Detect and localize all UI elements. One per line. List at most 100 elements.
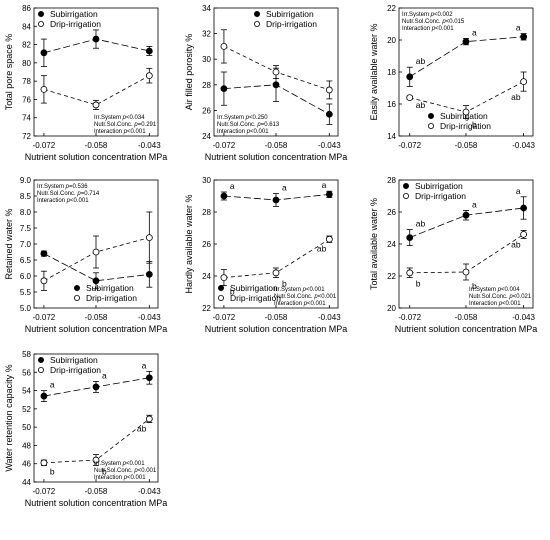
stats-text: Nutr.Sol.Conc. p=0.291 xyxy=(94,122,157,128)
stats-text: Interaction p<0.001 xyxy=(94,475,146,481)
y-tick-label: 78 xyxy=(22,77,31,86)
significance-label: a xyxy=(516,186,521,196)
y-tick-label: 26 xyxy=(202,106,211,115)
legend-label: Drip-irrigation xyxy=(266,19,317,29)
chart-panel-5: 22 24 26 28 30 -0.072 -0.058 -0.043 Nutrient sol… xyxy=(184,176,347,334)
y-tick-label: 48 xyxy=(22,441,31,450)
legend-marker xyxy=(253,10,260,17)
y-tick-label: 84 xyxy=(22,22,31,31)
legend-marker xyxy=(74,284,81,291)
y-tick-label: 5.0 xyxy=(20,304,32,313)
chart-panel-1: 72 74 76 78 80 82 84 86 -0.072 -0.058 -0.043 Nutrie… xyxy=(4,4,167,162)
data-point xyxy=(92,101,100,109)
data-point xyxy=(92,35,100,43)
data-point xyxy=(145,415,153,423)
significance-label: ab xyxy=(416,100,426,110)
x-tick-label: -0.072 xyxy=(213,141,236,150)
legend-marker xyxy=(217,294,224,301)
x-tick-label: -0.058 xyxy=(455,141,478,150)
stats-text: Interaction p<0.001 xyxy=(94,129,146,135)
chart-panel-4: 5.0 5.5 6.0 6.5 7.0 7.5 8.0 8.5 9.0 -0.072 -0.058 -… xyxy=(4,176,167,334)
y-tick-label: 74 xyxy=(22,114,31,123)
data-point xyxy=(40,49,48,57)
x-tick-label: -0.058 xyxy=(455,313,478,322)
x-tick-label: -0.072 xyxy=(398,141,421,150)
y-tick-label: 80 xyxy=(22,59,31,68)
stats-text: Interaction p<0.001 xyxy=(37,198,89,204)
data-point xyxy=(272,68,280,76)
chart-panel-3: 14 16 18 20 22 -0.072 -0.058 -0.043 Easily avail… xyxy=(369,4,536,150)
stats-text: Nutr.Sol.Conc. p<0.001 xyxy=(94,468,157,474)
y-axis-label: Easily available water % xyxy=(369,23,379,120)
chart-panel-7: 44 46 48 50 52 54 56 58 -0.072 -0.058 -0.043 Nutrie… xyxy=(4,350,167,508)
x-tick-label: -0.058 xyxy=(85,487,108,496)
series-line-drip-irrigation xyxy=(409,81,524,113)
significance-label: ab xyxy=(416,56,426,66)
legend-label: Drip-irrigation xyxy=(415,191,466,201)
y-tick-label: 26 xyxy=(387,208,396,217)
x-axis-label: Nutrient solution concentration MPa xyxy=(25,498,168,508)
y-tick-label: 16 xyxy=(387,100,396,109)
stats-text: Irr.System p=0.536 xyxy=(37,184,88,190)
significance-label: ab xyxy=(511,239,521,249)
significance-label: ab xyxy=(416,219,426,229)
series-line-subirrigation xyxy=(223,84,330,115)
legend-label: Drip-irrigation xyxy=(86,293,137,303)
significance-label: b xyxy=(102,467,107,477)
data-point xyxy=(406,269,414,277)
stats-text: Interaction p<0.001 xyxy=(402,26,454,32)
legend-marker xyxy=(217,284,224,291)
y-tick-label: 5.5 xyxy=(20,288,32,297)
x-tick-label: -0.072 xyxy=(33,313,56,322)
x-axis-label: Nutrient solution concentration MPa xyxy=(25,152,168,162)
stats-text: Interaction p<0.001 xyxy=(217,129,269,135)
y-tick-label: 26 xyxy=(202,240,211,249)
data-point xyxy=(40,85,48,93)
stats-text: Irr.System p<0.250 xyxy=(217,115,268,121)
y-axis-label: Hardly available water % xyxy=(184,194,194,293)
y-tick-label: 82 xyxy=(22,41,31,50)
y-tick-label: 32 xyxy=(202,30,211,39)
y-tick-label: 22 xyxy=(387,272,396,281)
x-tick-label: -0.072 xyxy=(398,313,421,322)
data-point xyxy=(325,110,333,118)
x-axis-label: Nutrient solution concentration MPa xyxy=(25,324,168,334)
data-point xyxy=(40,250,48,258)
y-tick-label: 28 xyxy=(387,176,396,185)
significance-label: ab xyxy=(317,243,327,253)
x-tick-label: -0.043 xyxy=(138,313,161,322)
x-axis-label: Nutrient solution concentration MPa xyxy=(205,152,348,162)
significance-label: a xyxy=(282,183,287,193)
y-tick-label: 44 xyxy=(22,478,31,487)
y-axis-label: Retained water % xyxy=(4,208,14,279)
data-point xyxy=(520,204,528,212)
y-axis-label: Air filled porosity % xyxy=(184,34,194,111)
data-point xyxy=(272,81,280,89)
legend-marker xyxy=(402,182,409,189)
chart-panel-2: 24 26 28 30 32 34 -0.072 -0.058 -0.043 Nutrient s… xyxy=(184,4,347,162)
data-point xyxy=(92,248,100,256)
y-tick-label: 58 xyxy=(22,350,31,359)
y-axis-label: Total pore space % xyxy=(4,34,14,111)
x-tick-label: -0.043 xyxy=(512,313,535,322)
significance-label: a xyxy=(516,23,521,33)
data-point xyxy=(145,72,153,80)
stats-text: Nutr.Sol.Conc. p<0.015 xyxy=(402,19,465,25)
legend-label: Drip-irrigation xyxy=(50,365,101,375)
y-axis-label: Total available water % xyxy=(369,198,379,290)
stats-text: Nutr.Sol.Conc. p=0.714 xyxy=(37,191,100,197)
y-tick-label: 54 xyxy=(22,387,31,396)
significance-label: a xyxy=(142,360,147,370)
y-tick-label: 7.5 xyxy=(20,224,32,233)
stats-text: Irr.System p<0.002 xyxy=(402,12,453,18)
data-point xyxy=(462,38,470,45)
significance-label: b xyxy=(282,279,287,289)
y-tick-label: 50 xyxy=(22,423,31,432)
y-tick-label: 24 xyxy=(202,272,211,281)
stats-text: Interaction p<0.001 xyxy=(469,301,521,307)
data-point xyxy=(92,456,100,464)
legend-marker xyxy=(427,113,434,120)
data-point xyxy=(145,374,153,382)
stats-text: Irr.System p<0.034 xyxy=(94,115,145,121)
